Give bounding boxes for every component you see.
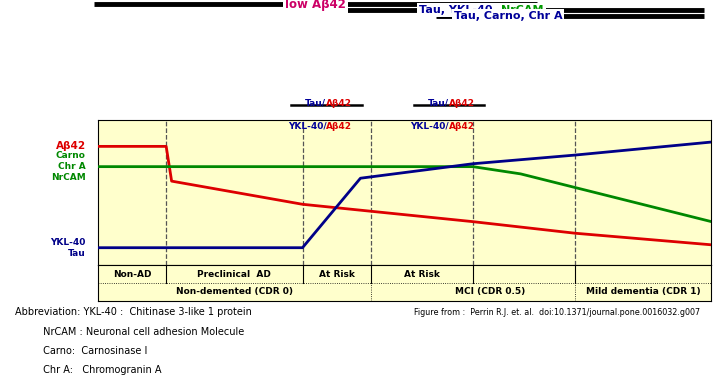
Text: Aβ42: Aβ42: [56, 141, 86, 152]
Text: Aβ42: Aβ42: [327, 122, 352, 131]
Text: Mild dementia (CDR 1): Mild dementia (CDR 1): [586, 287, 701, 296]
Text: YKL-40/: YKL-40/: [410, 122, 449, 131]
Text: Non-demented (CDR 0): Non-demented (CDR 0): [176, 287, 293, 296]
Text: Tau, Carno, Chr A: Tau, Carno, Chr A: [454, 11, 563, 21]
Text: Non-AD: Non-AD: [113, 270, 151, 279]
Text: Figure from :  Perrin R.J. et. al.  doi:10.1371/journal.pone.0016032.g007: Figure from : Perrin R.J. et. al. doi:10…: [414, 308, 700, 317]
Text: Tau/: Tau/: [306, 99, 327, 108]
Text: YKL-40
Tau: YKL-40 Tau: [50, 238, 86, 258]
Text: Preclinical  AD: Preclinical AD: [197, 270, 272, 279]
Text: Carno:  Carnosinase I: Carno: Carnosinase I: [15, 346, 147, 356]
Text: Carno
Chr A
NrCAM: Carno Chr A NrCAM: [51, 151, 86, 182]
Text: MCI (CDR 0.5): MCI (CDR 0.5): [454, 287, 525, 296]
Text: Aβ42: Aβ42: [449, 122, 475, 131]
Text: low Aβ42: low Aβ42: [285, 0, 346, 11]
Text: At Risk: At Risk: [404, 270, 440, 279]
Text: Aβ42: Aβ42: [327, 99, 352, 108]
Text: NrCAM: NrCAM: [501, 5, 544, 15]
Text: Tau/: Tau/: [428, 99, 449, 108]
Text: YKL-40/: YKL-40/: [287, 122, 327, 131]
Text: Abbreviation: YKL-40 :  Chitinase 3-like 1 protein: Abbreviation: YKL-40 : Chitinase 3-like …: [15, 307, 251, 317]
Text: Chr A:   Chromogranin A: Chr A: Chromogranin A: [15, 365, 161, 375]
Text: NrCAM : Neuronal cell adhesion Molecule: NrCAM : Neuronal cell adhesion Molecule: [15, 327, 244, 337]
Text: Tau, YKL-40,: Tau, YKL-40,: [420, 5, 501, 15]
Text: At Risk: At Risk: [319, 270, 354, 279]
Text: Aβ42: Aβ42: [449, 99, 475, 108]
